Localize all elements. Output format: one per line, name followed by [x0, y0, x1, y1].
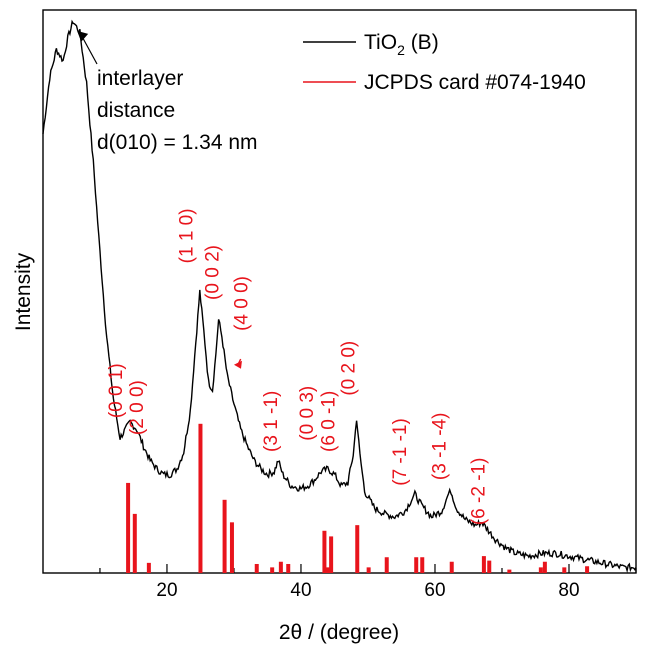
reference-bar [146, 562, 151, 573]
legend-label-jcpds: JCPDS card #074-1940 [364, 71, 586, 94]
reference-bar [420, 557, 425, 573]
peak-label: (3 -1 -4) [430, 413, 451, 481]
legend-label-tio2: TiO2 (B) [364, 31, 439, 58]
reference-bar [355, 525, 360, 573]
annotation-arrow [80, 34, 98, 65]
reference-bar [384, 557, 389, 573]
reference-bar [229, 522, 234, 573]
y-axis-title: Intensity [12, 252, 35, 331]
annotation-arrow-head [77, 30, 89, 42]
peak-label: (2 0 0) [127, 380, 148, 435]
peak-label: (0 0 1) [106, 363, 127, 418]
reference-bar [366, 567, 371, 573]
peak-label: (3 1 -1) [261, 391, 282, 452]
annotation-line-3: d(010) = 1.34 nm [97, 131, 258, 154]
reference-bars [126, 423, 590, 573]
reference-bar [278, 561, 283, 573]
reference-bar [542, 561, 547, 573]
reference-bar [254, 563, 259, 573]
reference-bar [286, 563, 291, 573]
x-tick-label: 60 [424, 580, 445, 601]
x-tick-labels: 20 40 60 80 [156, 580, 579, 601]
reference-bar [538, 567, 543, 573]
reference-bar [329, 536, 334, 573]
legend: TiO2 (B) JCPDS card #074-1940 [303, 31, 586, 94]
interlayer-annotation: interlayer distance d(010) = 1.34 nm [77, 30, 258, 154]
reference-bar [325, 567, 330, 573]
x-tick-label: 80 [558, 580, 579, 601]
reference-bar [222, 499, 227, 573]
reference-bar [270, 567, 275, 573]
peak-label: (6 -2 -1) [469, 458, 490, 526]
reference-bar [132, 513, 137, 573]
x-axis-title: 2θ / (degree) [279, 621, 399, 644]
reference-bar [487, 560, 492, 573]
series-line-tio2-b [42, 19, 637, 574]
peak-label: (0 2 0) [339, 341, 360, 396]
peak-label: (7 -1 -1) [390, 418, 411, 486]
peak-label: (4 0 0) [231, 276, 252, 331]
x-tick-label: 20 [156, 580, 177, 601]
peak-label: (1 1 0) [176, 208, 197, 263]
reference-bar [449, 561, 454, 573]
arrow-400-head [233, 360, 242, 369]
reference-bar [126, 482, 131, 573]
peak-label: (6 0 -1) [318, 391, 339, 452]
annotation-line-1: interlayer [97, 67, 183, 90]
peak-labels: (0 0 1) (2 0 0) (1 1 0) (0 0 2) (4 0 0) (3 1 … [106, 208, 490, 525]
reference-bar [585, 566, 590, 573]
reference-bar [562, 567, 567, 573]
peak-label: (0 0 3) [297, 386, 318, 441]
reference-bar [507, 569, 512, 573]
peak-label: (0 0 2) [203, 245, 224, 300]
plot-frame [42, 9, 637, 574]
reference-bar [198, 423, 203, 573]
annotation-line-2: distance [97, 99, 175, 122]
reference-bar [414, 557, 419, 573]
reference-bar [322, 530, 327, 573]
reference-bar [481, 556, 486, 573]
x-tick-label: 40 [290, 580, 311, 601]
